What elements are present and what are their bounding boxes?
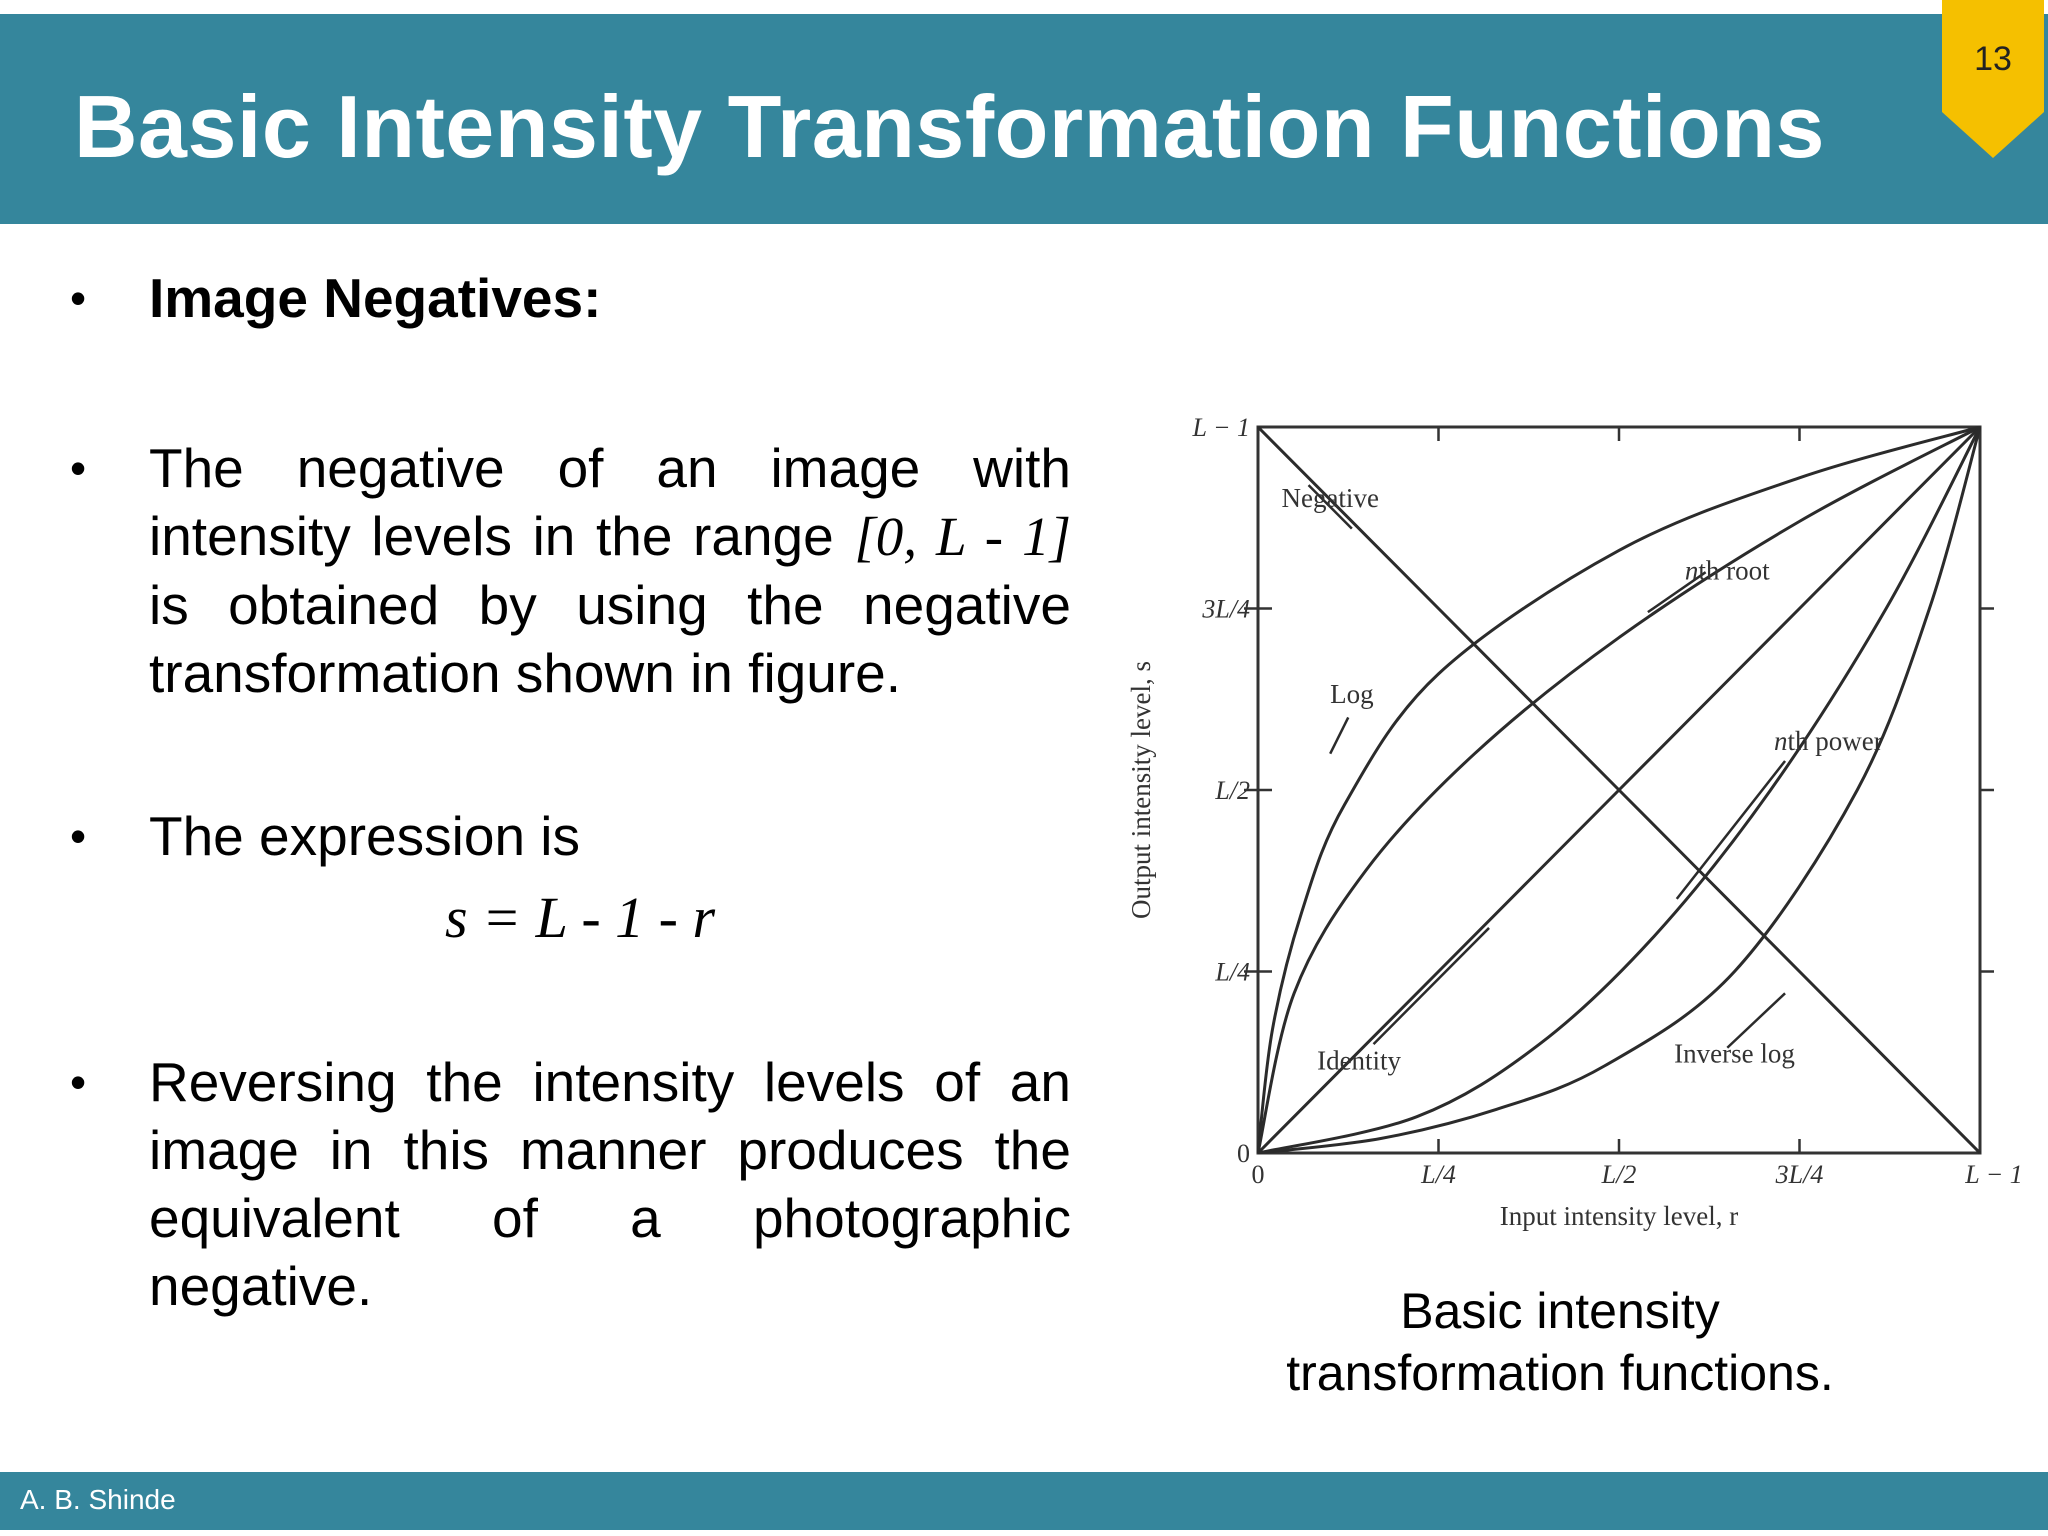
y-tick-label: 3L/4 xyxy=(1201,595,1250,624)
slide-content: • Image Negatives: • The negative of an … xyxy=(0,224,2048,1470)
slide-title: Basic Intensity Transformation Functions xyxy=(74,77,1825,176)
series-label-nth-power: nth power xyxy=(1774,726,1883,756)
series-label-log: Log xyxy=(1330,679,1374,709)
x-tick-label: L/4 xyxy=(1420,1160,1456,1189)
y-tick-label: L − 1 xyxy=(1191,413,1250,442)
bullet-dot: • xyxy=(70,442,87,494)
series-label-identity: Identity xyxy=(1317,1046,1401,1076)
x-tick-label: 0 xyxy=(1252,1160,1265,1189)
series-label-negative: Negative xyxy=(1281,483,1378,513)
curve-log xyxy=(1256,425,1981,1154)
series-label-inverse-log: Inverse log xyxy=(1674,1038,1795,1068)
curve-nth-root xyxy=(1256,425,1981,1154)
callout-nth-root xyxy=(1647,571,1707,614)
bullet-dot: • xyxy=(70,810,87,862)
page-number: 13 xyxy=(1974,40,2012,78)
top-strip xyxy=(0,0,2048,14)
transformation-figure: 0 L/4 L/2 3L/4 L − 1 0 L/4 L/2 3L/4 L − 1 Input in… xyxy=(1120,390,2020,1260)
transformation-chart: 0 L/4 L/2 3L/4 L − 1 0 L/4 L/2 3L/4 L − 1 Input in… xyxy=(1126,413,2020,1231)
bookmark-ribbon-icon xyxy=(1942,0,2044,158)
curve-inverse-log xyxy=(1257,426,1982,1155)
text-segment: is obtained by using the negative transf… xyxy=(149,574,1071,704)
series-label-nth-root: nth root xyxy=(1685,555,1770,585)
y-tick-label: 0 xyxy=(1237,1139,1250,1168)
page-number-badge: 13 xyxy=(1942,0,2044,158)
bullet-negative-definition: The negative of an image with intensity … xyxy=(149,434,1071,707)
figure-caption: Basic intensity transformation functions… xyxy=(1286,1283,1834,1401)
bullet-dot: • xyxy=(70,272,87,324)
curve-nth-power xyxy=(1257,426,1982,1155)
x-tick-label: 3L/4 xyxy=(1775,1160,1824,1189)
bullet-heading: Image Negatives: xyxy=(149,267,602,329)
text-segment: The negative of an image with intensity … xyxy=(149,437,1071,567)
y-tick-label: L/2 xyxy=(1214,776,1250,805)
y-axis-label: Output intensity level, s xyxy=(1126,661,1156,919)
x-tick-label: L − 1 xyxy=(1964,1160,2020,1189)
range-expression: [0, L - 1] xyxy=(854,506,1072,567)
callout-identity xyxy=(1372,927,1490,1045)
x-axis-label: Input intensity level, r xyxy=(1500,1201,1738,1231)
slide-footer: A. B. Shinde xyxy=(0,1472,2048,1530)
author-name: A. B. Shinde xyxy=(20,1484,176,1515)
bullet-expression: The expression is xyxy=(149,805,581,867)
callout-inverse-log xyxy=(1726,992,1786,1049)
callout-log xyxy=(1329,716,1350,755)
bullet-reversing: Reversing the intensity levels of an ima… xyxy=(149,1051,1071,1317)
callout-nth-power xyxy=(1675,760,1787,900)
negative-formula: s = L - 1 - r xyxy=(444,885,716,950)
bullet-dot: • xyxy=(70,1056,87,1108)
slide-header: Basic Intensity Transformation Functions xyxy=(0,14,2048,224)
curve-identity xyxy=(1256,425,1982,1155)
callout-negative xyxy=(1307,484,1353,530)
y-tick-label: L/4 xyxy=(1214,958,1250,987)
x-tick-label: L/2 xyxy=(1601,1160,1637,1189)
